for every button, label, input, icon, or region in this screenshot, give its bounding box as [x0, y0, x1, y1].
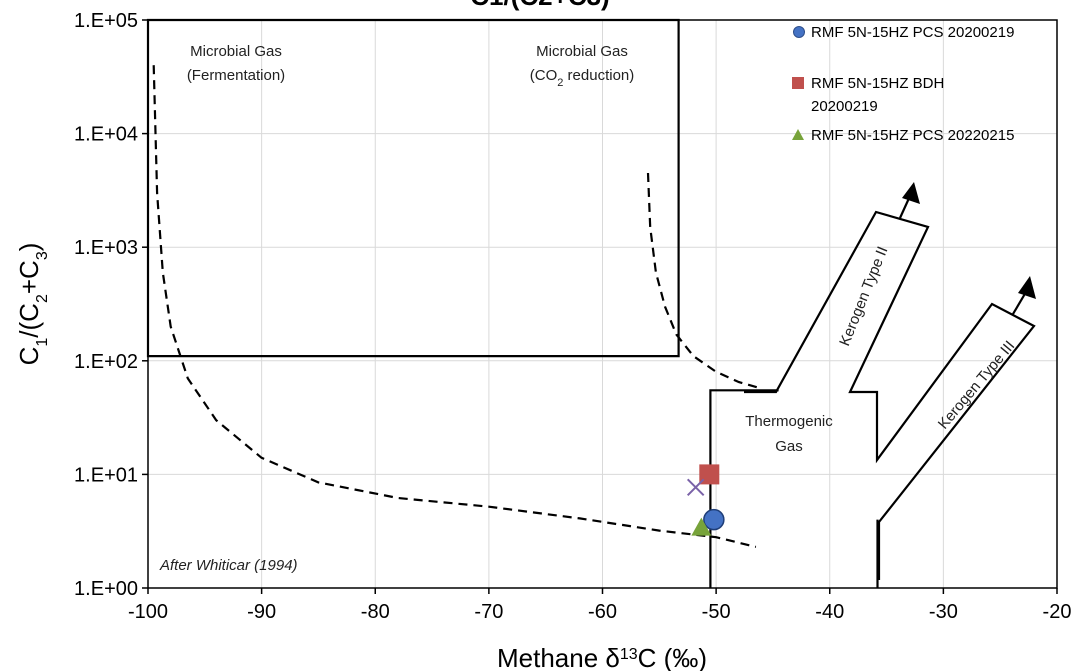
x-tick-label: -90 [247, 601, 276, 623]
region-label-co2-2: (CO2 reduction) [530, 67, 635, 89]
dashed-curve-fermentation [152, 65, 757, 548]
y-tick-label: 1.E+02 [74, 351, 138, 373]
kerogen-type-iii-arrowhead [1018, 276, 1036, 299]
data-point-circle [703, 508, 725, 531]
region-label-fermentation-2: (Fermentation) [187, 67, 285, 84]
legend: RMF 5N-15HZ PCS 20200219 RMF 5N-15HZ BDH… [792, 24, 1014, 144]
x-tick-label: -20 [1043, 601, 1072, 623]
kerogen-type-ii-arrowhead [902, 182, 920, 204]
data-point-x [686, 478, 705, 497]
kerogen-type-ii-arrow-outline [744, 210, 1036, 580]
kerogen-type-iii-arrow-shaft [1012, 291, 1027, 315]
x-tick-label: -70 [474, 601, 503, 623]
point-layer [686, 464, 725, 536]
data-point-square [699, 464, 720, 485]
data-point-triangle [691, 517, 712, 536]
x-tick-label: -60 [588, 601, 617, 623]
region-label-kerogen-iii: Kerogen Type III [935, 338, 1019, 433]
credit-label: After Whiticar (1994) [159, 557, 298, 574]
legend-label-1b: 20200219 [811, 98, 878, 115]
chart-title: C1/(C2+C3) [470, 0, 609, 11]
legend-label-2: RMF 5N-15HZ PCS 20220215 [811, 127, 1014, 144]
tick-layer: -100 -90 -80 -70 -60 -50 -40 -30 -20 1.E+00 1.E+01… [74, 10, 1071, 623]
region-label-kerogen-ii: Kerogen Type II [836, 244, 891, 348]
region-layer [146, 18, 1036, 588]
region-label-thermogenic-2: Gas [775, 438, 803, 455]
legend-marker-circle [793, 26, 805, 38]
x-tick-label: -50 [702, 601, 731, 623]
x-tick-label: -100 [128, 601, 168, 623]
y-tick-label: 1.E+04 [74, 124, 138, 146]
y-tick-label: 1.E+01 [74, 464, 138, 486]
y-tick-label: 1.E+05 [74, 10, 138, 32]
legend-label-1a: RMF 5N-15HZ BDH [811, 75, 944, 92]
region-label-fermentation-1: Microbial Gas [190, 43, 282, 60]
region-label-thermogenic-1: Thermogenic [745, 413, 833, 430]
x-tick-label: -40 [815, 601, 844, 623]
region-label-co2-1: Microbial Gas [536, 43, 628, 60]
x-tick-label: -30 [929, 601, 958, 623]
y-tick-label: 1.E+03 [74, 237, 138, 259]
x-axis-title: Methane δ13C (‰) [497, 643, 707, 671]
y-tick-label: 1.E+00 [74, 578, 138, 600]
legend-label-0: RMF 5N-15HZ PCS 20200219 [811, 24, 1014, 41]
grid-layer [148, 20, 1057, 588]
dashed-curve-co2 [646, 172, 762, 390]
legend-marker-square [792, 77, 804, 89]
x-tick-label: -80 [361, 601, 390, 623]
y-axis-title: C1/(C2+C3) [14, 243, 51, 366]
legend-marker-triangle [792, 129, 804, 140]
